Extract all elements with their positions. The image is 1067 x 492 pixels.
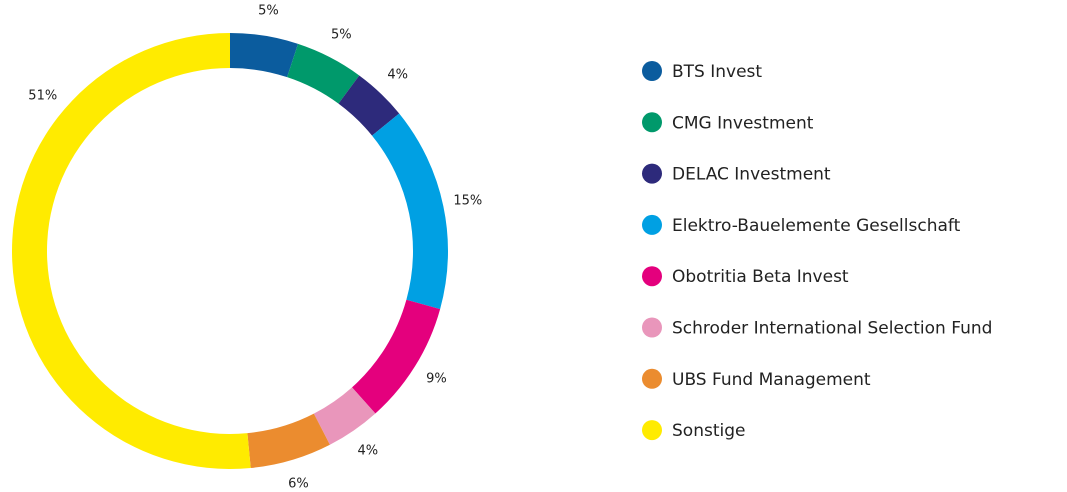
legend-swatch xyxy=(642,368,662,389)
legend-label: Schroder International Selection Fund xyxy=(672,319,992,339)
data-label: 9% xyxy=(426,372,447,387)
data-label: 4% xyxy=(357,444,378,459)
donut-segment xyxy=(372,113,448,310)
legend-label: DELAC Investment xyxy=(672,165,831,185)
data-label: 6% xyxy=(288,477,309,492)
data-label: 4% xyxy=(387,68,408,83)
legend-swatch xyxy=(642,420,662,441)
data-label: 51% xyxy=(28,89,57,104)
legend-swatch xyxy=(642,163,662,184)
legend-label: UBS Fund Management xyxy=(672,370,871,390)
donut-segment xyxy=(338,75,400,136)
legend-swatch xyxy=(642,266,662,287)
legend-swatch xyxy=(642,214,662,235)
legend-swatch xyxy=(642,317,662,338)
legend-swatch xyxy=(642,112,662,133)
data-label: 15% xyxy=(453,194,482,209)
donut-segment xyxy=(230,33,299,78)
donut-segment xyxy=(287,43,360,104)
legend-swatch xyxy=(642,61,662,81)
donut-segment xyxy=(11,33,251,470)
donut-segment xyxy=(247,413,330,469)
legend-label: BTS Invest xyxy=(672,62,762,82)
legend-label: Sonstige xyxy=(672,421,745,441)
donut-segment xyxy=(352,299,441,414)
legend-label: Obotritia Beta Invest xyxy=(672,267,849,287)
legend-label: CMG Investment xyxy=(672,113,814,133)
data-label: 5% xyxy=(331,28,352,43)
legend-label: Elektro-Bauelemente Gesellschaft xyxy=(672,216,961,236)
data-label: 5% xyxy=(258,4,279,19)
donut-segment xyxy=(313,387,376,445)
